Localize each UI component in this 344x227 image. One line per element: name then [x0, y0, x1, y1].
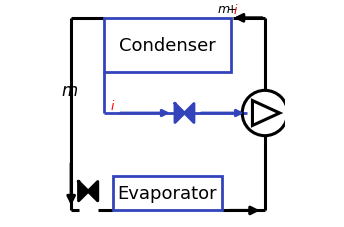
FancyBboxPatch shape: [113, 177, 222, 210]
Polygon shape: [175, 104, 194, 123]
Text: $+$: $+$: [226, 3, 238, 16]
Polygon shape: [79, 182, 98, 201]
FancyBboxPatch shape: [104, 19, 231, 73]
Text: Condenser: Condenser: [119, 37, 216, 55]
Text: Evaporator: Evaporator: [118, 185, 217, 202]
Text: $i$: $i$: [110, 99, 115, 113]
Text: $i$: $i$: [233, 3, 239, 17]
Text: $m$: $m$: [61, 82, 78, 100]
Text: $m$: $m$: [217, 3, 230, 16]
